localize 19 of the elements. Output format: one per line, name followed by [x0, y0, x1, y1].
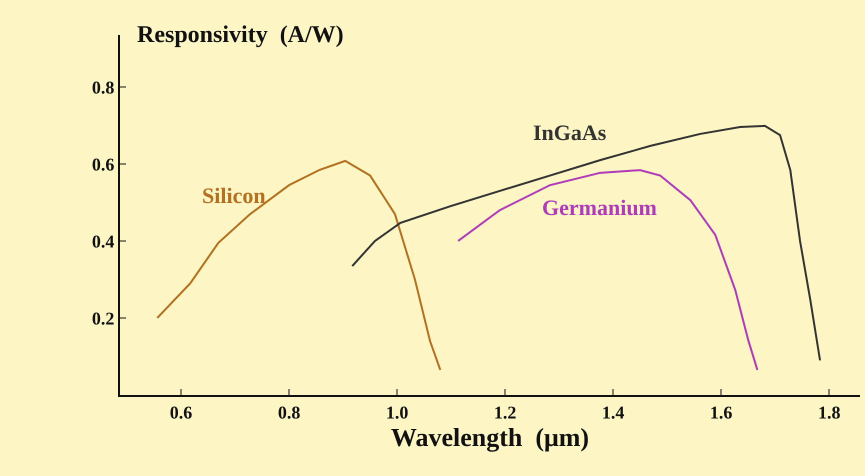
x-tick-label: 1.6: [710, 402, 732, 423]
y-tick-label: 0.2: [92, 308, 114, 328]
x-axis-title: Wavelength (μm): [390, 422, 590, 452]
x-tick-label: 1.0: [386, 402, 408, 423]
y-tick-label: 0.6: [92, 154, 114, 174]
x-tick-label: 1.4: [602, 402, 624, 423]
line-series: [156, 160, 442, 371]
x-tick-label: 0.8: [278, 402, 300, 423]
y-tick-label: 0.8: [92, 77, 114, 98]
series-label: Germanium: [542, 195, 657, 220]
x-tick-label: 0.6: [170, 402, 192, 423]
y-tick-label: 0.4: [92, 231, 114, 252]
series-label: Silicon: [202, 183, 266, 208]
x-tick-label: 1.8: [818, 402, 840, 423]
series-label: InGaAs: [533, 120, 607, 145]
line-series: [457, 169, 758, 371]
y-axis-title: Responsivity (A/W): [137, 22, 344, 48]
line-series: [351, 124, 822, 362]
x-tick-label: 1.2: [494, 402, 516, 423]
